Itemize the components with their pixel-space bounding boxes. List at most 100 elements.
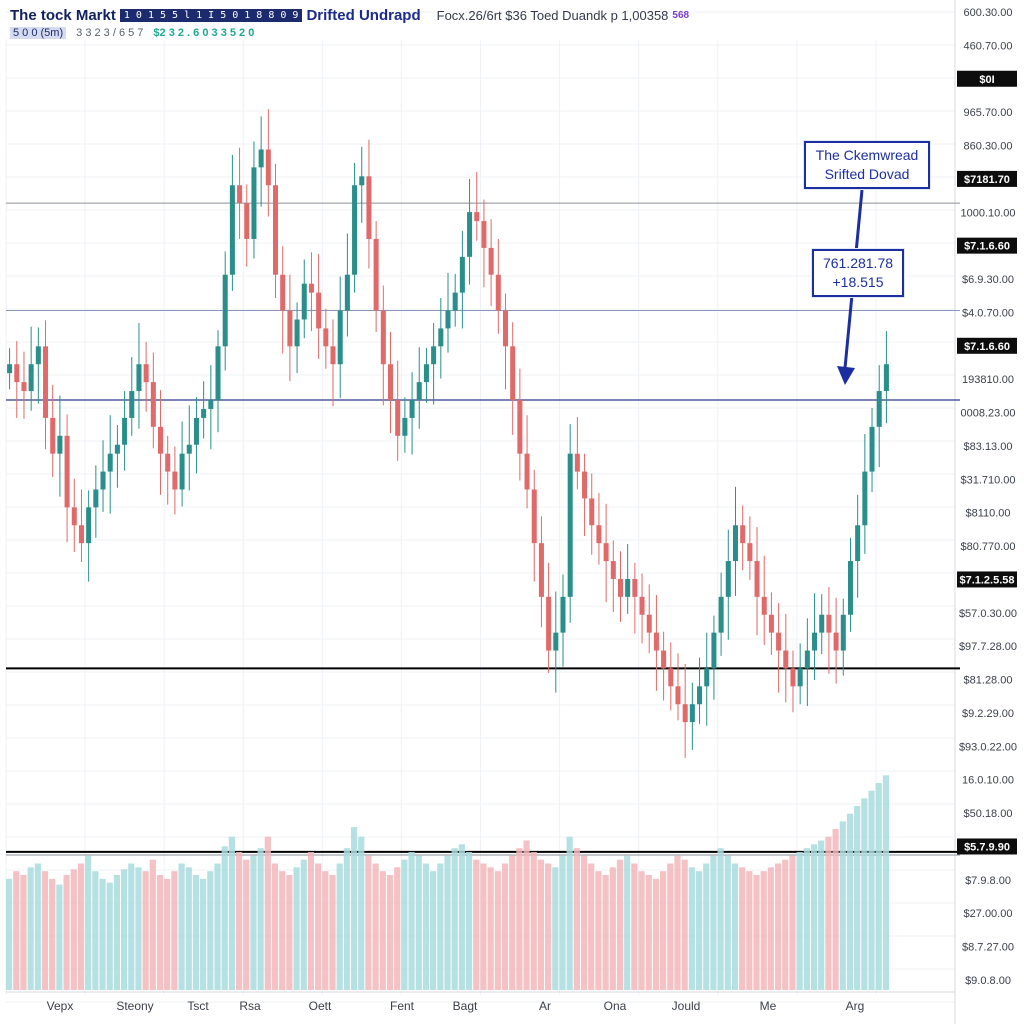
volume-bar [401,859,408,990]
candle [359,146,365,223]
candle-body [35,346,41,365]
candle-body [78,525,84,544]
price-axis-label: $97.7.28.00 [959,641,1017,653]
volume-bar [523,840,530,990]
volume-bar [810,844,818,990]
price-axis-label: $31.710.00 [960,474,1015,486]
volume-bar [739,867,746,990]
candle [776,603,782,693]
candle-body [172,471,178,490]
candle-body [776,632,782,651]
volume-bar [293,867,300,990]
price-axis-label: $9.2.29.00 [962,708,1014,720]
volume-bar [875,783,882,990]
candle [272,163,279,298]
candle-body [812,632,818,651]
candle [668,642,674,711]
candle [172,446,178,515]
volume-bar [494,871,501,990]
candle-body [718,596,724,633]
volume-bar [480,863,487,990]
volume-bar [49,878,56,990]
volume-bar [868,790,875,990]
candle-body [100,471,106,490]
volume-bar [135,867,142,990]
candle-body [819,614,825,633]
candle [768,592,774,655]
candle-body [272,185,279,275]
candle [783,613,789,703]
candle [639,573,645,644]
candle-body [697,686,703,705]
timeframe-selector[interactable]: 5 0 0 (5m) [10,27,67,39]
candle [337,276,343,399]
candle-body [308,283,314,293]
candle-body [517,400,523,454]
candle-body [883,364,889,392]
volume-bar [782,859,789,990]
price-axis-label: 860.30.00 [964,141,1013,153]
candle [661,631,667,701]
candle [7,348,13,390]
candles [7,109,889,758]
candle [136,323,142,429]
candle-body [704,668,710,687]
candle [847,537,853,632]
price-tag-label: $0I [979,74,994,86]
candle-body [538,543,544,597]
price-tag-label: $7.1.2.5.58 [959,574,1014,586]
volume-bar [573,848,580,990]
candle-body [553,632,559,651]
volume-bar [279,871,286,990]
volume-bar [379,871,386,990]
candle [538,516,544,628]
annotation-box-price: 761.281.78 +18.515 [812,249,904,297]
volume-bar [207,871,214,990]
volume-bar [300,859,307,990]
candle [488,219,494,307]
time-axis-label: Me [760,999,777,1013]
candle-body [610,561,616,579]
candle-body [431,346,437,365]
volume-bar [854,806,861,990]
candle [64,414,70,543]
volume-bar [99,878,106,990]
volume-bar [458,844,465,990]
price-tag-label: $7.1.6.60 [964,341,1010,353]
candle [467,179,473,285]
candle-body [452,292,458,311]
candle [344,233,350,337]
candle-body [208,400,214,409]
candle [301,259,307,339]
time-axis: Vepx Steony Tsct Rsa Oett Fent Bagt Ar Ona Jould M… [47,999,865,1013]
annotation-line: Srifted Dovad [824,166,910,182]
candle [790,650,796,713]
candle-body [50,417,56,454]
volume-bar [717,848,724,990]
price-axis-label: 16.0.10.00 [962,775,1014,787]
candle [747,516,753,580]
volume-bar [559,855,566,990]
price-axis-label: $57.0.30.00 [959,608,1017,620]
price-axis-label: $81.28.00 [964,675,1013,687]
candle-body [725,561,731,597]
candle-body [366,176,372,239]
volume-bar [178,863,185,990]
annotation-line: 761.281.78 [822,255,894,271]
candle [107,415,113,514]
price-axis-label: $7.9.8.00 [965,875,1011,887]
candle-body [21,382,27,392]
candle [93,465,99,538]
price-axis-label: 460.70.00 [964,40,1013,52]
candle-body [761,596,767,615]
candle [287,274,293,382]
candle [308,252,314,332]
volume-bar [861,798,868,990]
candle [222,251,228,371]
volume-bar [34,863,41,990]
price-axis-label: 600.30.00 [964,7,1013,19]
candle [546,562,552,673]
volume-bar [63,875,70,990]
candle-body [201,408,207,418]
